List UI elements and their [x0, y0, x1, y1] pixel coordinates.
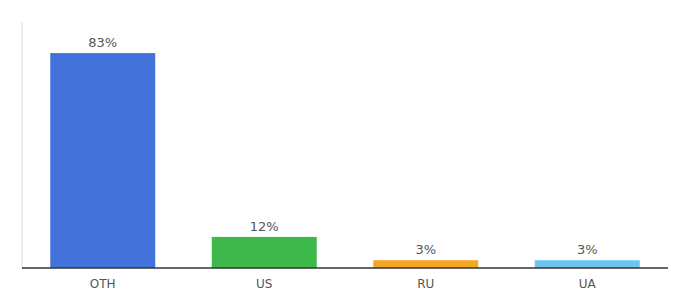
bars: [50, 53, 639, 268]
data-label: 83%: [88, 35, 117, 50]
data-label: 12%: [250, 219, 279, 234]
data-labels: 83% 12% 3% 3%: [88, 35, 597, 257]
x-tick-label: RU: [417, 277, 434, 291]
bar: [373, 260, 478, 268]
y-axis-line: [22, 22, 23, 268]
bar: [212, 237, 317, 268]
bar: [50, 53, 155, 268]
chart: 83% 12% 3% 3% OTH US RU UA: [0, 0, 680, 300]
x-tick-label: US: [256, 277, 272, 291]
x-tick-label: UA: [579, 277, 597, 291]
chart-container: 83% 12% 3% 3% OTH US RU UA: [0, 0, 680, 300]
bar: [535, 260, 640, 268]
x-tick-label: OTH: [90, 277, 116, 291]
data-label: 3%: [415, 242, 436, 257]
data-label: 3%: [577, 242, 598, 257]
x-axis-line: [22, 267, 668, 269]
axes: OTH US RU UA: [22, 22, 668, 291]
